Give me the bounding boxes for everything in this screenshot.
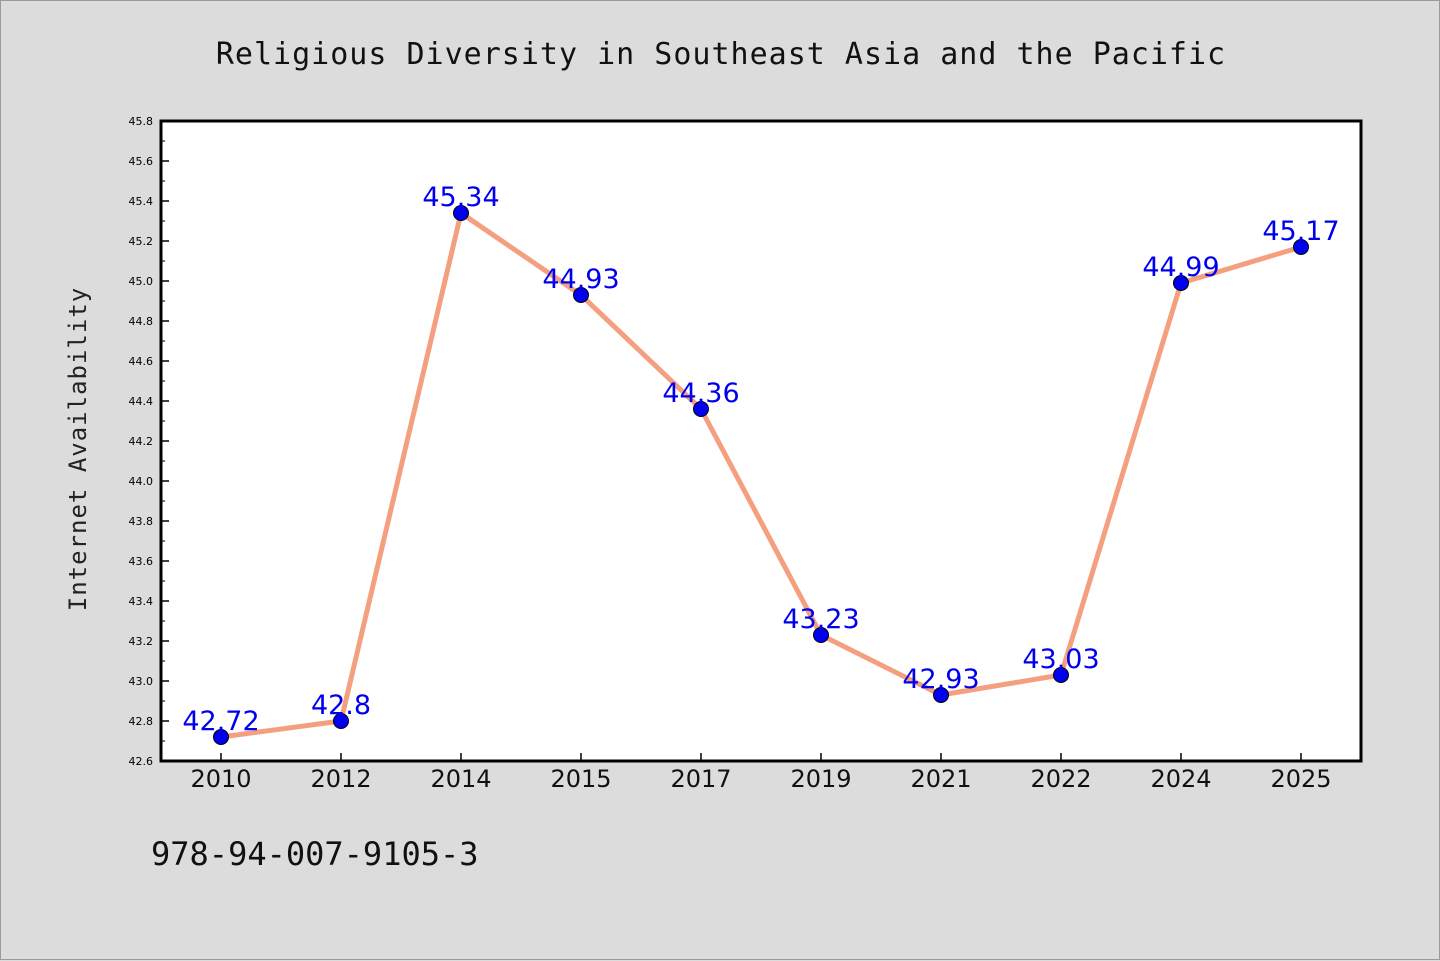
data-point [1053, 667, 1069, 683]
y-tick-label: 43.2 [129, 635, 154, 648]
data-point [333, 713, 349, 729]
y-axis-label: Internet Availability [64, 287, 92, 611]
data-label: 44.36 [662, 378, 739, 409]
data-point [693, 401, 709, 417]
x-tick-label: 2010 [190, 765, 251, 793]
data-label: 44.99 [1142, 252, 1219, 283]
series-polyline [218, 210, 1304, 740]
series-line [218, 210, 1304, 740]
x-tick-label: 2024 [1150, 765, 1211, 793]
y-tick-label: 43.4 [129, 595, 154, 608]
data-point [1293, 239, 1309, 255]
x-tick-label: 2014 [430, 765, 491, 793]
data-label: 43.03 [1022, 644, 1099, 675]
series-markers [213, 205, 1309, 745]
x-tick-label: 2012 [310, 765, 371, 793]
x-tick-label: 2015 [550, 765, 611, 793]
y-tick-label: 44.6 [129, 355, 154, 368]
data-point [1173, 275, 1189, 291]
data-point [213, 729, 229, 745]
footnote-code: 978-94-007-9105-3 [151, 835, 479, 873]
x-tick-label: 2021 [910, 765, 971, 793]
y-tick-label: 45.2 [129, 235, 154, 248]
x-tick-label: 2017 [670, 765, 731, 793]
x-tick-label: 2022 [1030, 765, 1091, 793]
data-point [813, 627, 829, 643]
x-tick-label: 2019 [790, 765, 851, 793]
y-tick-label: 42.8 [129, 715, 154, 728]
y-tick-label: 42.6 [129, 755, 154, 768]
data-label: 42.93 [902, 664, 979, 695]
data-point [933, 687, 949, 703]
axis-ticks: 42.6 42.8 43.0 43.2 43.4 43.6 43.8 44.0 44.2 44.4… [129, 115, 1332, 793]
y-tick-label: 45.4 [129, 195, 154, 208]
data-label: 43.23 [782, 604, 859, 635]
data-label: 45.17 [1262, 216, 1339, 247]
y-tick-label: 44.0 [129, 475, 154, 488]
data-label: 45.34 [422, 182, 499, 213]
data-label: 42.72 [182, 706, 259, 737]
y-tick-label: 43.8 [129, 515, 154, 528]
plot-area [159, 119, 1363, 763]
y-tick-label: 43.6 [129, 555, 154, 568]
y-tick-label: 44.2 [129, 435, 154, 448]
data-labels: 42.72 42.8 45.34 44.93 44.36 43.23 42.93 43.03 4… [182, 182, 1339, 737]
data-point [453, 205, 469, 221]
y-tick-label: 45.0 [129, 275, 154, 288]
data-point [573, 287, 589, 303]
data-label: 44.93 [542, 264, 619, 295]
y-tick-label: 44.8 [129, 315, 154, 328]
data-label: 42.8 [311, 690, 371, 721]
y-tick-label: 45.8 [129, 115, 154, 128]
y-tick-label: 45.6 [129, 155, 154, 168]
y-tick-label: 44.4 [129, 395, 154, 408]
x-tick-label: 2025 [1270, 765, 1331, 793]
chart-title: Religious Diversity in Southeast Asia an… [216, 37, 1226, 72]
y-tick-label: 43.0 [129, 675, 154, 688]
